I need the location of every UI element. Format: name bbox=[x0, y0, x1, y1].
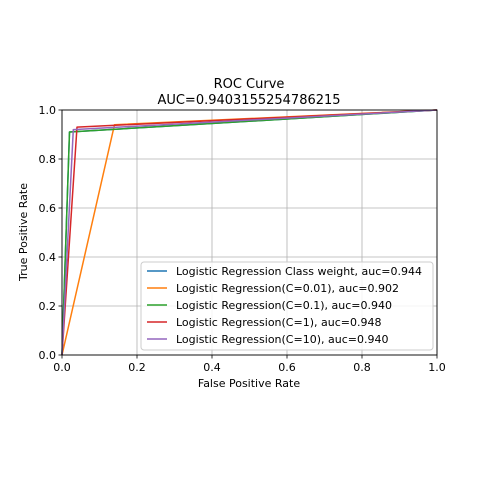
y-tick-label: 0.2 bbox=[39, 300, 57, 313]
x-tick-label: 0.0 bbox=[53, 361, 71, 374]
y-tick-label: 0.8 bbox=[39, 153, 57, 166]
legend-label: Logistic Regression(C=1), auc=0.948 bbox=[176, 316, 381, 329]
x-tick-label: 0.8 bbox=[353, 361, 371, 374]
y-tick-label: 0.6 bbox=[39, 202, 57, 215]
y-tick-label: 0.0 bbox=[39, 349, 57, 362]
chart-subtitle: AUC=0.9403155254786215 bbox=[157, 93, 340, 108]
chart-title: ROC Curve bbox=[214, 77, 285, 92]
legend-label: Logistic Regression(C=0.01), auc=0.902 bbox=[176, 282, 399, 295]
y-axis-label: True Positive Rate bbox=[17, 183, 30, 282]
y-tick-label: 0.4 bbox=[39, 251, 57, 264]
y-tick-label: 1.0 bbox=[39, 104, 57, 117]
legend-label: Logistic Regression(C=10), auc=0.940 bbox=[176, 333, 388, 346]
x-axis-label: False Positive Rate bbox=[198, 377, 300, 390]
x-tick-label: 0.4 bbox=[203, 361, 221, 374]
legend-label: Logistic Regression(C=0.1), auc=0.940 bbox=[176, 299, 392, 312]
x-tick-label: 0.6 bbox=[278, 361, 296, 374]
x-tick-label: 0.2 bbox=[128, 361, 146, 374]
x-tick-label: 1.0 bbox=[428, 361, 446, 374]
legend: Logistic Regression Class weight, auc=0.… bbox=[141, 262, 433, 350]
legend-label: Logistic Regression Class weight, auc=0.… bbox=[176, 265, 422, 278]
